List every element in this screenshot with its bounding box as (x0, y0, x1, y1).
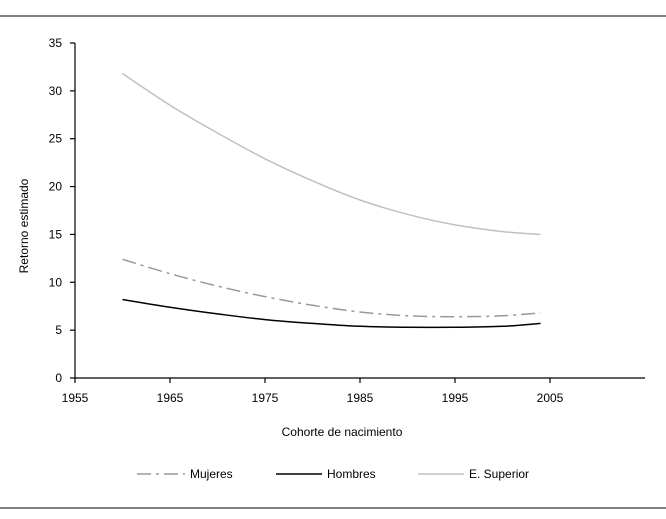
series-line-hombres (122, 298, 541, 329)
y-tick-label: 35 (49, 36, 63, 50)
y-tick-label: 10 (49, 275, 63, 289)
x-tick-label: 1995 (442, 391, 469, 405)
plot-area (122, 72, 541, 329)
x-tick-label: 2005 (537, 391, 564, 405)
legend-label: Mujeres (190, 467, 233, 481)
series-line-e-superior (122, 72, 541, 236)
legend-label: Hombres (327, 467, 376, 481)
x-axis-title: Cohorte de nacimiento (282, 425, 403, 439)
legend: Mujeres Hombres E. Superior (137, 467, 529, 481)
y-axis-title: Retorno estimado (17, 178, 31, 273)
y-tick-label: 20 (49, 180, 63, 194)
x-tick-label: 1955 (62, 391, 89, 405)
y-tick-label: 25 (49, 132, 63, 146)
y-axis-ticks: 0 5 10 15 20 25 30 35 (49, 36, 75, 385)
x-tick-label: 1985 (347, 391, 374, 405)
x-axis-ticks: 1955 1965 1975 1985 1995 2005 (62, 378, 564, 405)
x-tick-label: 1975 (252, 391, 279, 405)
y-tick-label: 0 (55, 371, 62, 385)
y-tick-label: 30 (49, 84, 63, 98)
legend-label: E. Superior (469, 467, 529, 481)
y-tick-label: 15 (49, 227, 63, 241)
y-tick-label: 5 (55, 323, 62, 337)
series-line-mujeres (122, 258, 541, 318)
x-tick-label: 1965 (157, 391, 184, 405)
